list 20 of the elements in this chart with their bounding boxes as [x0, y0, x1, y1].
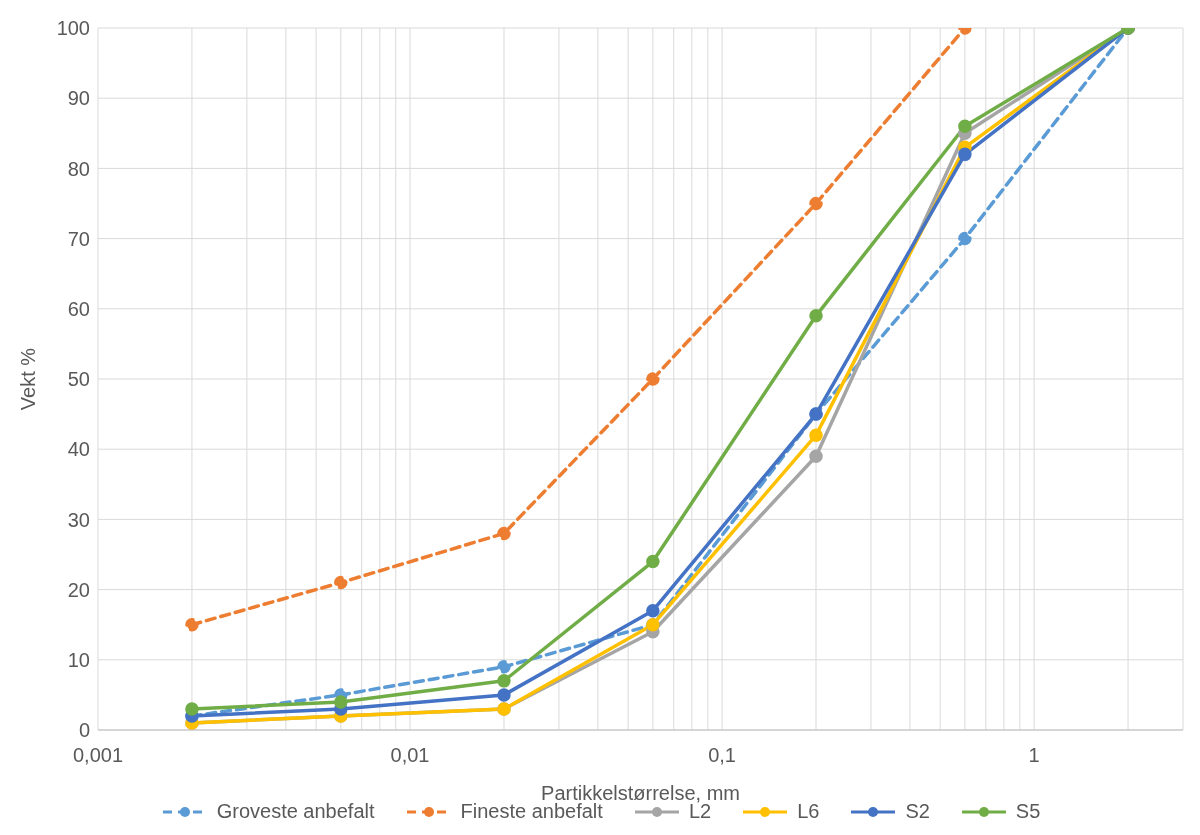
- x-tick-label: 0,001: [72, 744, 124, 767]
- legend-label: L6: [797, 800, 820, 823]
- x-tick-label: 0,01: [390, 744, 430, 767]
- y-tick-label: 40: [67, 438, 90, 461]
- y-tick-label: 50: [67, 368, 90, 391]
- y-tick-label: 70: [67, 227, 90, 250]
- y-tick-label: 80: [67, 157, 90, 180]
- x-tick-label: 1: [1028, 744, 1040, 767]
- y-tick-label: 60: [67, 297, 90, 320]
- legend-label: S5: [1015, 800, 1041, 823]
- legend-label: S2: [905, 800, 930, 823]
- y-tick-label: 100: [56, 17, 90, 40]
- y-tick-label: 90: [67, 87, 90, 110]
- y-tick-label: 20: [67, 578, 90, 601]
- y-tick-label: 30: [67, 508, 90, 531]
- y-axis-title: Vekt %: [17, 347, 40, 411]
- y-tick-label: 0: [78, 719, 90, 742]
- legend-label: Groveste anbefalt: [216, 800, 375, 823]
- x-tick-label: 0,1: [708, 744, 736, 767]
- y-tick-label: 10: [67, 648, 90, 671]
